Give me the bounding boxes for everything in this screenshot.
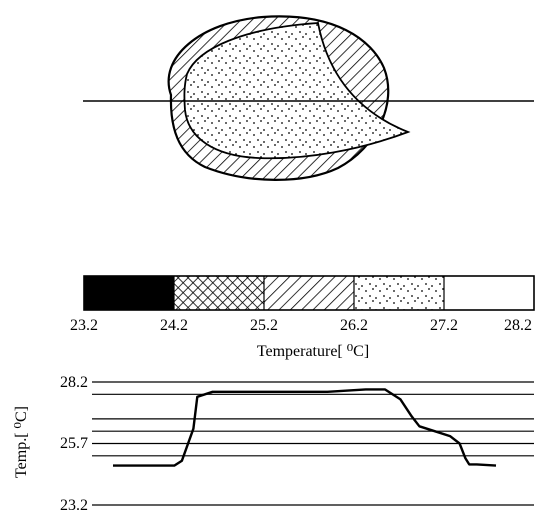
y-tick-label: 28.2 [60, 374, 88, 391]
temperature-profile-chart: 28.2 25.7 23.2 Temp.[ ⁰C] [13, 374, 534, 514]
legend-tick-label: 23.2 [70, 317, 98, 334]
legend-band-diagonal [264, 276, 354, 310]
y-tick-label: 23.2 [60, 497, 88, 514]
cross-section-diagram [83, 15, 534, 181]
legend-tick-label: 26.2 [340, 317, 368, 334]
legend-tick-label: 24.2 [160, 317, 188, 334]
temperature-profile-line [113, 388, 497, 467]
y-tick-label: 25.7 [60, 435, 88, 452]
legend-frame [83, 275, 535, 311]
legend-band-dotted [354, 276, 444, 310]
y-axis-label: Temp.[ ⁰C] [13, 406, 30, 478]
legend-tick-label: 27.2 [430, 317, 458, 334]
legend-tick-label: 25.2 [250, 317, 278, 334]
reference-lines [92, 381, 534, 506]
legend-tick-label: 28.2 [504, 317, 532, 334]
legend-axis-label: Temperature[ ⁰C] [257, 343, 369, 360]
legend-band-solid [84, 276, 174, 310]
inner-zone-dots-fill [184, 23, 408, 159]
legend-band-blank [444, 276, 534, 310]
temperature-legend: 23.2 24.2 25.2 26.2 27.2 28.2 Temperatur… [70, 275, 535, 360]
legend-band-crosshatch [174, 276, 264, 310]
